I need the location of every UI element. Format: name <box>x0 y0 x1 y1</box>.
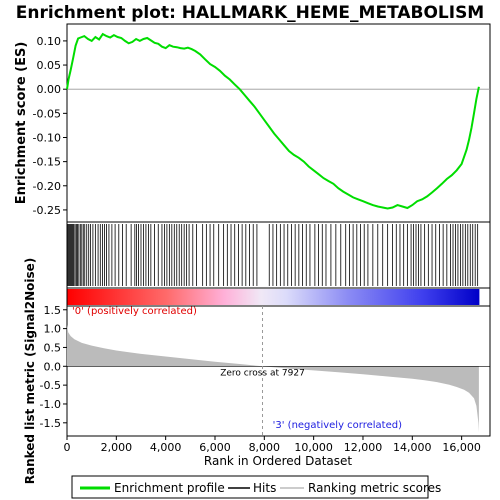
x-tick-label: 2,000 <box>101 441 133 454</box>
hit-marks <box>67 224 479 286</box>
es-y-ticks: 0.10 0.05 0.00 -0.05 -0.10 -0.15 -0.20 -0.25 <box>33 35 67 217</box>
es-panel: 0.10 0.05 0.00 -0.05 -0.10 -0.15 -0.20 -0.25 En… <box>14 23 491 223</box>
x-tick-label: 0 <box>64 441 71 454</box>
es-y-tick-label: -0.10 <box>33 131 61 144</box>
negative-correlation-label: '3' (negatively correlated) <box>273 420 402 431</box>
legend-label-metric: Ranking metric scores <box>308 481 441 495</box>
x-tick-label: 4,000 <box>150 441 182 454</box>
hits-panel <box>66 221 491 307</box>
hits-panel-frame <box>66 221 491 289</box>
x-tick-label: 12,000 <box>344 441 383 454</box>
es-y-tick-label: -0.05 <box>33 107 61 120</box>
x-tick-label: 10,000 <box>294 441 333 454</box>
positive-correlation-label: '0' (positively correlated) <box>72 306 197 317</box>
es-y-tick-label: -0.15 <box>33 156 61 169</box>
legend: Enrichment profile Hits Ranking metric s… <box>71 475 441 499</box>
enrichment-profile-line <box>66 32 480 210</box>
x-tick-label: 16,000 <box>442 441 481 454</box>
x-axis-ticks: 0 2,000 4,000 6,000 8,000 10,000 12,000 14,000 1… <box>64 436 481 454</box>
metric-panel: 1.5 1.0 0.5 0.0 -0.5 -1.0 -1.5 '0' (positively… <box>23 258 491 485</box>
metric-y-axis-label: Ranked list metric (Signal2Noise) <box>23 258 37 485</box>
x-tick-label: 14,000 <box>393 441 432 454</box>
x-axis-label: Rank in Ordered Dataset <box>204 454 352 468</box>
es-y-tick-label: 0.00 <box>37 83 62 96</box>
metric-y-tick-label: 1.0 <box>44 323 62 336</box>
chart-title: Enrichment plot: HALLMARK_HEME_METABOLIS… <box>16 3 484 23</box>
es-panel-frame <box>66 23 491 223</box>
es-y-tick-label: 0.10 <box>37 35 62 48</box>
legend-frame <box>71 475 429 499</box>
legend-label-enrichment: Enrichment profile <box>114 481 225 495</box>
rank-color-band <box>67 289 480 305</box>
legend-label-hits: Hits <box>253 481 276 495</box>
zero-cross-label: Zero cross at 7927 <box>220 368 305 378</box>
metric-y-tick-label: -0.5 <box>40 379 61 392</box>
es-y-axis-label: Enrichment score (ES) <box>14 42 29 205</box>
es-y-tick-label: -0.25 <box>33 204 61 217</box>
metric-y-tick-label: 1.5 <box>44 304 62 317</box>
metric-y-tick-label: -1.0 <box>40 398 61 411</box>
metric-y-ticks: 1.5 1.0 0.5 0.0 -0.5 -1.0 -1.5 <box>40 304 67 430</box>
metric-y-tick-label: -1.5 <box>40 417 61 430</box>
metric-y-tick-label: 0.5 <box>44 341 62 354</box>
x-tick-label: 6,000 <box>199 441 231 454</box>
es-y-tick-label: 0.05 <box>37 59 62 72</box>
x-tick-label: 8,000 <box>249 441 281 454</box>
metric-y-tick-label: 0.0 <box>44 360 62 373</box>
es-y-tick-label: -0.20 <box>33 180 61 193</box>
